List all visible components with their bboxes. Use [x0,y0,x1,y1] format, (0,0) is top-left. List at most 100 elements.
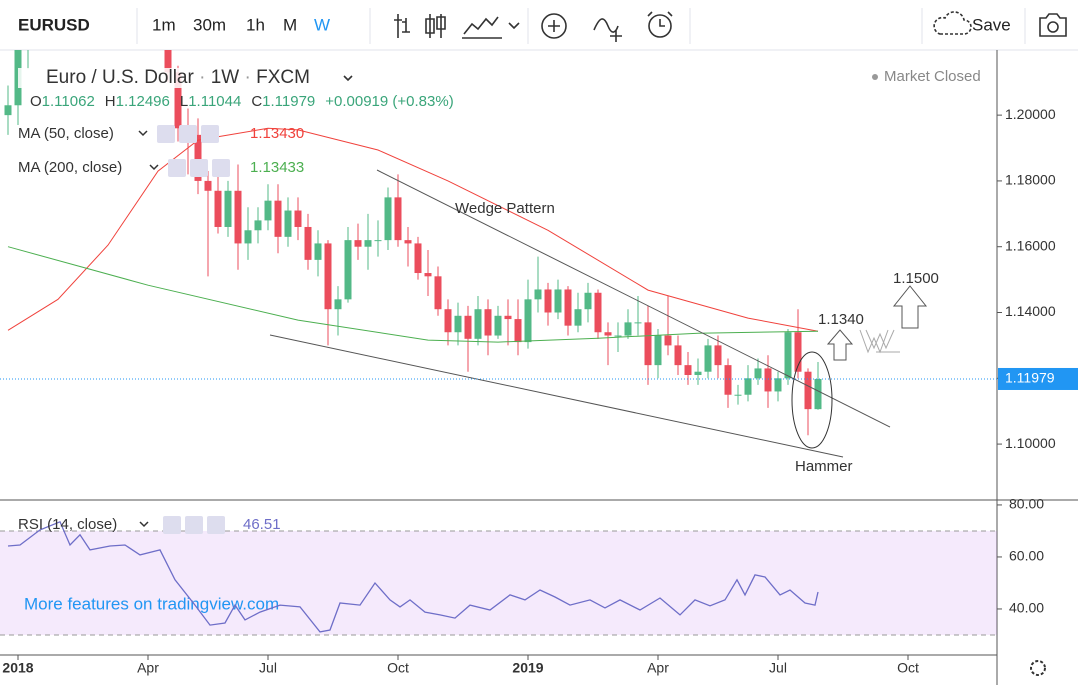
candle-body [274,200,282,237]
indicator-icon[interactable] [462,16,502,39]
x-tick-label: 2019 [512,660,543,676]
camera-lens [1047,21,1059,33]
save-button[interactable]: Save [972,15,1011,34]
candle-body [454,315,462,333]
dot: · [194,67,211,88]
candle-body [544,289,552,313]
w-shape [859,329,895,354]
indicator-value: 1.13430 [250,125,304,142]
last-price-box [998,367,1078,390]
ohlc-label: L [180,93,188,110]
annotation: 1.1340 [818,311,864,328]
bar-style-icon[interactable] [394,14,410,38]
candle-body [304,226,312,260]
symbol[interactable]: EURUSD [18,15,90,34]
eye-button[interactable] [168,159,186,177]
camera-icon[interactable] [1039,13,1067,37]
chevron[interactable] [343,75,353,82]
candle-body [714,345,722,366]
annotation: 1.1500 [893,270,939,287]
replay-icon[interactable] [648,14,672,38]
interval-button[interactable]: 30m [193,15,226,34]
y-tick-label: 1.10000 [1005,435,1056,451]
candle-body [464,315,472,339]
remove-button[interactable] [212,159,230,177]
interval-buttons: 1m 30m 1h M W [152,15,330,34]
source: FXCM [256,67,310,88]
candle-body [514,319,522,343]
candle-body [744,378,752,395]
title: Euro / U.S. Dollar [46,67,194,88]
ohlc-label: H [105,93,116,110]
candle-body [4,105,12,116]
candle-body [424,273,432,277]
annotation: Wedge Pattern [455,200,555,217]
dot: · [239,67,256,88]
candle-body [214,190,222,227]
candle-body [674,345,682,366]
alert-icon[interactable] [593,18,622,42]
indicator-name: MA (200, close) [18,159,122,176]
y-tick-label: 1.16000 [1005,237,1056,253]
candle-body [254,220,262,231]
candle-body [624,322,632,336]
candle-body [364,240,372,247]
candle-body [384,197,392,241]
rsi-band [0,530,997,635]
x-tick-label: Oct [897,660,919,676]
settings-button[interactable] [185,516,203,534]
arrow-large [892,285,928,329]
clock-hands [647,11,673,27]
candle-body [704,345,712,372]
rsi-value: 46.51 [243,516,281,533]
x-tick-label: Jul [259,660,277,676]
x-tick-label: 2018 [2,660,33,676]
toolbar: EURUSD Save [0,8,1078,51]
eye-button[interactable] [157,125,175,143]
candle-body [644,322,652,366]
x-tick-label: Apr [137,660,159,676]
chevron[interactable] [139,521,149,528]
candle-body [564,289,572,326]
candle-body [294,210,302,227]
chevron[interactable] [149,164,159,171]
candle-body [224,190,232,227]
annotation: Hammer [795,458,853,475]
rsi-layer: 40.00 60.00 80.00 More features on tradingv… [0,496,1044,636]
candle-body [394,197,402,241]
candle-body [554,289,562,313]
ohlc-value: 1.11979 [262,93,315,110]
rsi-y-tick-label: 60.00 [1009,548,1044,564]
x-tick-label: Oct [387,660,409,676]
ohlc-value: 1.11044 [188,93,241,110]
remove-button[interactable] [201,125,219,143]
settings-icon[interactable] [1030,660,1046,676]
compare-icon[interactable] [541,13,567,39]
candle-body [374,240,382,242]
interval-button[interactable]: 1m [152,15,176,34]
indicator-name: MA (50, close) [18,125,114,142]
candle-style-icon[interactable] [425,14,446,38]
candle-body [664,335,672,346]
remove-button[interactable] [207,516,225,534]
interval-button[interactable]: M [283,15,297,34]
eye-button[interactable] [163,516,181,534]
candle-body [794,332,802,372]
arrow-small [826,329,854,361]
candle-body [594,292,602,333]
chevron[interactable] [138,130,148,137]
chevron[interactable] [508,22,520,30]
settings-button[interactable] [179,125,197,143]
candle-body [494,315,502,336]
y-tick-label: 1.20000 [1005,106,1056,122]
status-dot [872,74,878,80]
candle-body [444,309,452,333]
interval-button[interactable]: W [314,15,330,34]
interval-button[interactable]: 1h [246,15,265,34]
candle-body [344,240,352,300]
candle-body [654,335,662,366]
settings-button[interactable] [190,159,208,177]
candle-body [174,72,182,129]
candle-body [204,180,212,191]
candle-body [774,378,782,392]
